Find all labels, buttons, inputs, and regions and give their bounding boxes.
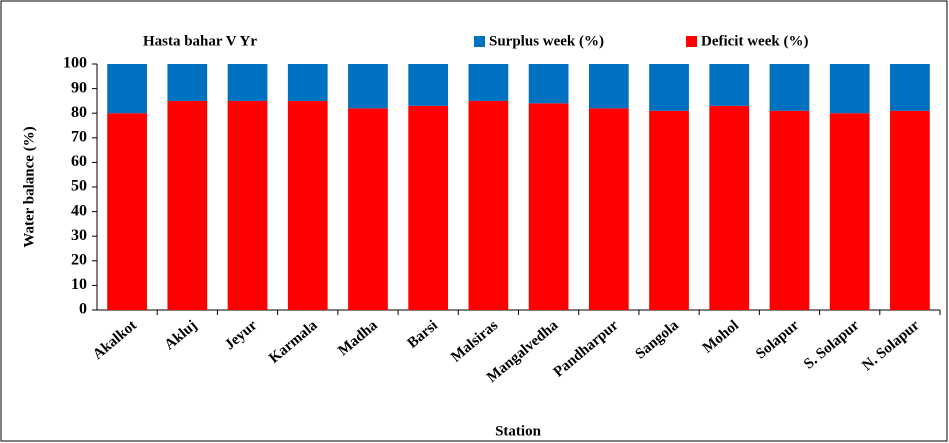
bar-segment (588, 108, 629, 310)
bar-segment (890, 110, 930, 311)
bar-segment (408, 105, 449, 310)
y-tick-label: 50 (71, 178, 87, 195)
y-tick-label: 80 (71, 104, 87, 121)
legend-swatch (474, 36, 485, 47)
y-tick-label: 60 (71, 153, 87, 170)
chart-title: Hasta bahar V Yr (143, 33, 257, 49)
legend-label: Surplus week (%) (489, 33, 604, 49)
y-tick-label: 10 (71, 276, 87, 293)
bar-segment (287, 64, 328, 101)
bar-segment (408, 64, 449, 106)
y-tick-label: 90 (71, 79, 87, 96)
bar-segment (348, 64, 388, 109)
bar-segment (348, 108, 388, 310)
bar-segment (167, 64, 208, 101)
bar-segment (528, 103, 569, 310)
bar-segment (890, 64, 930, 111)
y-tick-label: 70 (71, 128, 87, 145)
bar-segment (649, 110, 689, 311)
y-tick-label: 100 (63, 55, 87, 72)
bar-segment (829, 113, 870, 310)
legend-label: Deficit week (%) (701, 33, 808, 49)
bar-segment (107, 64, 147, 114)
bar-segment (167, 100, 208, 311)
bar-segment (468, 64, 509, 101)
bar-segment (649, 64, 689, 111)
bar-segment (769, 110, 810, 311)
bar-segment (588, 64, 629, 109)
bar-segment (227, 100, 268, 311)
bar-segment (709, 105, 750, 310)
bar-segment (468, 100, 509, 311)
y-tick-label: 30 (71, 227, 87, 244)
x-axis-label: Station (495, 423, 542, 439)
bar-segment (287, 100, 328, 311)
y-tick-label: 40 (71, 202, 87, 219)
bar-segment (769, 64, 810, 111)
y-axis-label: Water balance (%) (21, 126, 37, 247)
bar-segment (709, 64, 750, 106)
y-tick-label: 20 (71, 251, 87, 268)
bar-segment (227, 64, 268, 101)
bar-segment (829, 64, 870, 114)
y-tick-label: 0 (79, 301, 87, 318)
legend-swatch (686, 36, 697, 47)
bar-segment (528, 64, 569, 104)
bar-segment (107, 113, 147, 310)
